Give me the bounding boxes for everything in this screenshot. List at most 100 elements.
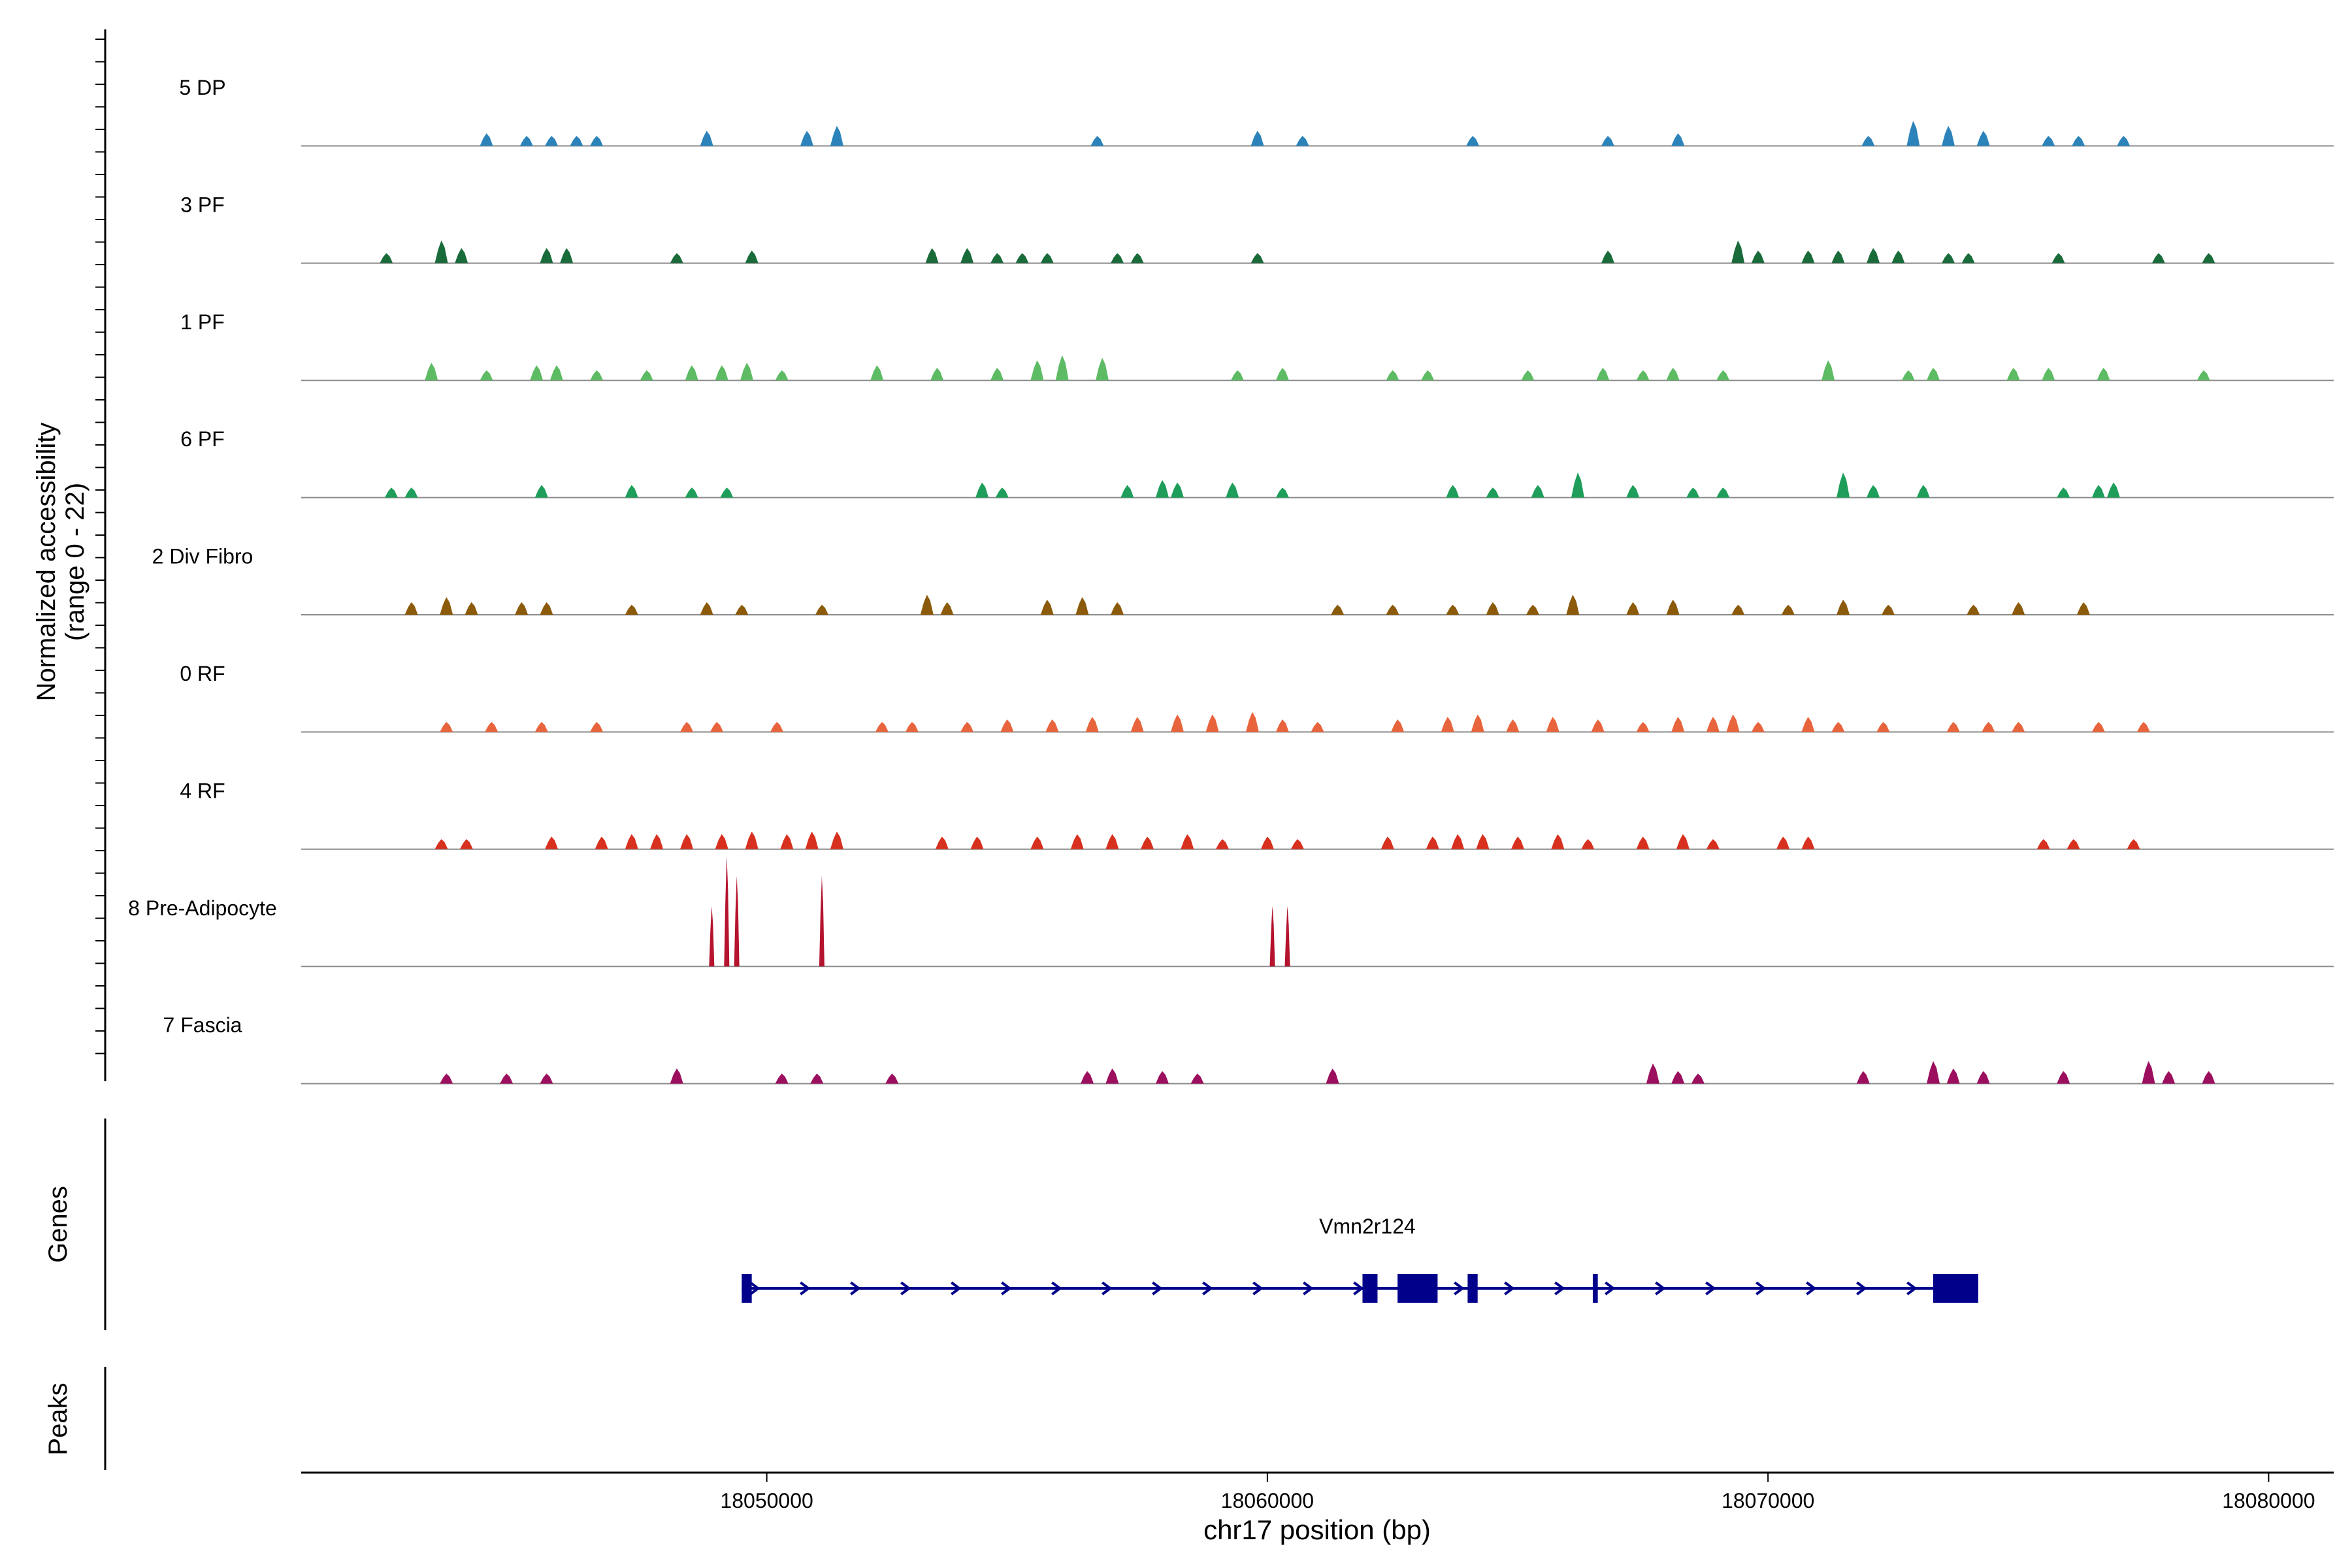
coverage-peak	[1140, 836, 1154, 849]
coverage-peak	[2012, 722, 2025, 732]
coverage-peak	[670, 253, 683, 263]
coverage-peak	[780, 834, 794, 849]
genes-label: Genes	[44, 1186, 73, 1263]
coverage-peak	[1691, 1073, 1705, 1084]
coverage-peak	[2036, 839, 2050, 849]
coverage-peak	[1190, 1073, 1204, 1084]
strand-arrow	[1152, 1281, 1163, 1296]
coverage-peak	[1926, 1060, 1940, 1084]
coverage-peak	[440, 597, 453, 615]
coverage-peak	[2197, 370, 2210, 381]
coverage-peak	[545, 136, 559, 146]
coverage-peak	[1716, 370, 1730, 381]
coverage-peak	[700, 131, 713, 146]
coverage-peak	[1876, 722, 1890, 732]
coverage-peak	[1546, 717, 1560, 732]
coverage-peak	[2202, 253, 2215, 263]
coverage-peak	[1015, 253, 1029, 263]
coverage-peak	[1090, 136, 1104, 146]
coverage-peak	[1290, 839, 1304, 849]
coverage-peak	[1601, 136, 1614, 146]
strand-arrow	[1454, 1281, 1465, 1296]
coverage-peak	[380, 253, 393, 263]
track-5: 0 RF	[180, 662, 2334, 733]
coverage-peak	[2057, 487, 2070, 498]
coverage-peak	[1466, 136, 1480, 146]
coverage-peak	[724, 855, 730, 967]
coverage-peak	[519, 136, 533, 146]
coverage-peak	[735, 604, 749, 615]
coverage-peak	[770, 722, 783, 732]
coverage-peak	[465, 602, 478, 615]
coverage-peak	[1676, 834, 1690, 849]
coverage-peak	[830, 831, 843, 849]
coverage-peak	[500, 1073, 514, 1084]
coverage-peak	[935, 836, 949, 849]
coverage-peak	[1646, 1063, 1659, 1084]
coverage-peak	[440, 722, 453, 732]
gene-exon	[742, 1274, 752, 1303]
coverage-peak	[1486, 602, 1499, 615]
coverage-peak	[404, 602, 418, 615]
coverage-peak	[1776, 836, 1790, 849]
coverage-peak	[1441, 717, 1454, 732]
coverage-peak	[775, 370, 789, 381]
coverage-peak	[1096, 357, 1109, 381]
coverage-peak	[2072, 136, 2085, 146]
coverage-peak	[775, 1073, 789, 1084]
coverage-peak	[1867, 248, 1880, 263]
coverage-peak	[685, 365, 698, 381]
strand-arrow	[1554, 1281, 1565, 1296]
coverage-peak	[670, 1068, 683, 1084]
coverage-peak	[1531, 485, 1544, 498]
strand-arrow	[850, 1281, 861, 1296]
coverage-peak	[875, 722, 889, 732]
coverage-peak	[1982, 722, 1995, 732]
coverage-peak	[1636, 836, 1650, 849]
coverage-peak	[2066, 839, 2080, 849]
coverage-peak	[2091, 722, 2105, 732]
coverage-peak	[1170, 482, 1184, 498]
coverage-peak	[1506, 719, 1520, 732]
coverage-peak	[1130, 253, 1144, 263]
coverage-peak	[1471, 714, 1484, 732]
coverage-peak	[1250, 253, 1264, 263]
coverage-peak	[1831, 250, 1845, 263]
coverage-peak	[1120, 485, 1134, 498]
coverage-peak	[2051, 253, 2065, 263]
coverage-peak	[1751, 722, 1765, 732]
coverage-peak	[1671, 133, 1685, 146]
coverage-peak	[1686, 487, 1700, 498]
coverage-peak	[930, 367, 944, 381]
coverage-peak	[1976, 131, 1990, 146]
coverage-peak	[1110, 602, 1124, 615]
track-4: 2 Div Fibro	[152, 545, 2334, 615]
strand-arrow	[1252, 1281, 1264, 1296]
y-minor-ticks	[95, 39, 105, 1054]
coverage-peak	[1181, 834, 1194, 849]
coverage-peak	[1275, 719, 1289, 732]
coverage-peak	[1636, 722, 1650, 732]
coverage-peak	[1671, 1071, 1685, 1084]
strand-arrow	[951, 1281, 962, 1296]
coverage-peak	[1070, 834, 1084, 849]
coverage-peak	[2106, 482, 2120, 498]
coverage-peak	[715, 365, 728, 381]
coverage-peak	[2076, 602, 2090, 615]
coverage-peak	[830, 125, 843, 146]
coverage-peak	[1105, 1068, 1119, 1084]
coverage-peak	[1446, 604, 1460, 615]
coverage-peak	[570, 136, 583, 146]
x-tick-label: 18060000	[1221, 1489, 1314, 1512]
coverage-peak	[870, 365, 884, 381]
coverage-peak	[1926, 367, 1940, 381]
coverage-peak	[1901, 370, 1915, 381]
track-label: 8 Pre-Adipocyte	[128, 896, 277, 920]
coverage-peak	[455, 248, 468, 263]
strand-arrow	[1655, 1281, 1666, 1296]
coverage-peak	[710, 722, 723, 732]
coverage-peak	[2006, 367, 2020, 381]
coverage-peak	[1882, 604, 1895, 615]
coverage-peak	[960, 722, 974, 732]
coverage-peak	[1326, 1068, 1339, 1084]
